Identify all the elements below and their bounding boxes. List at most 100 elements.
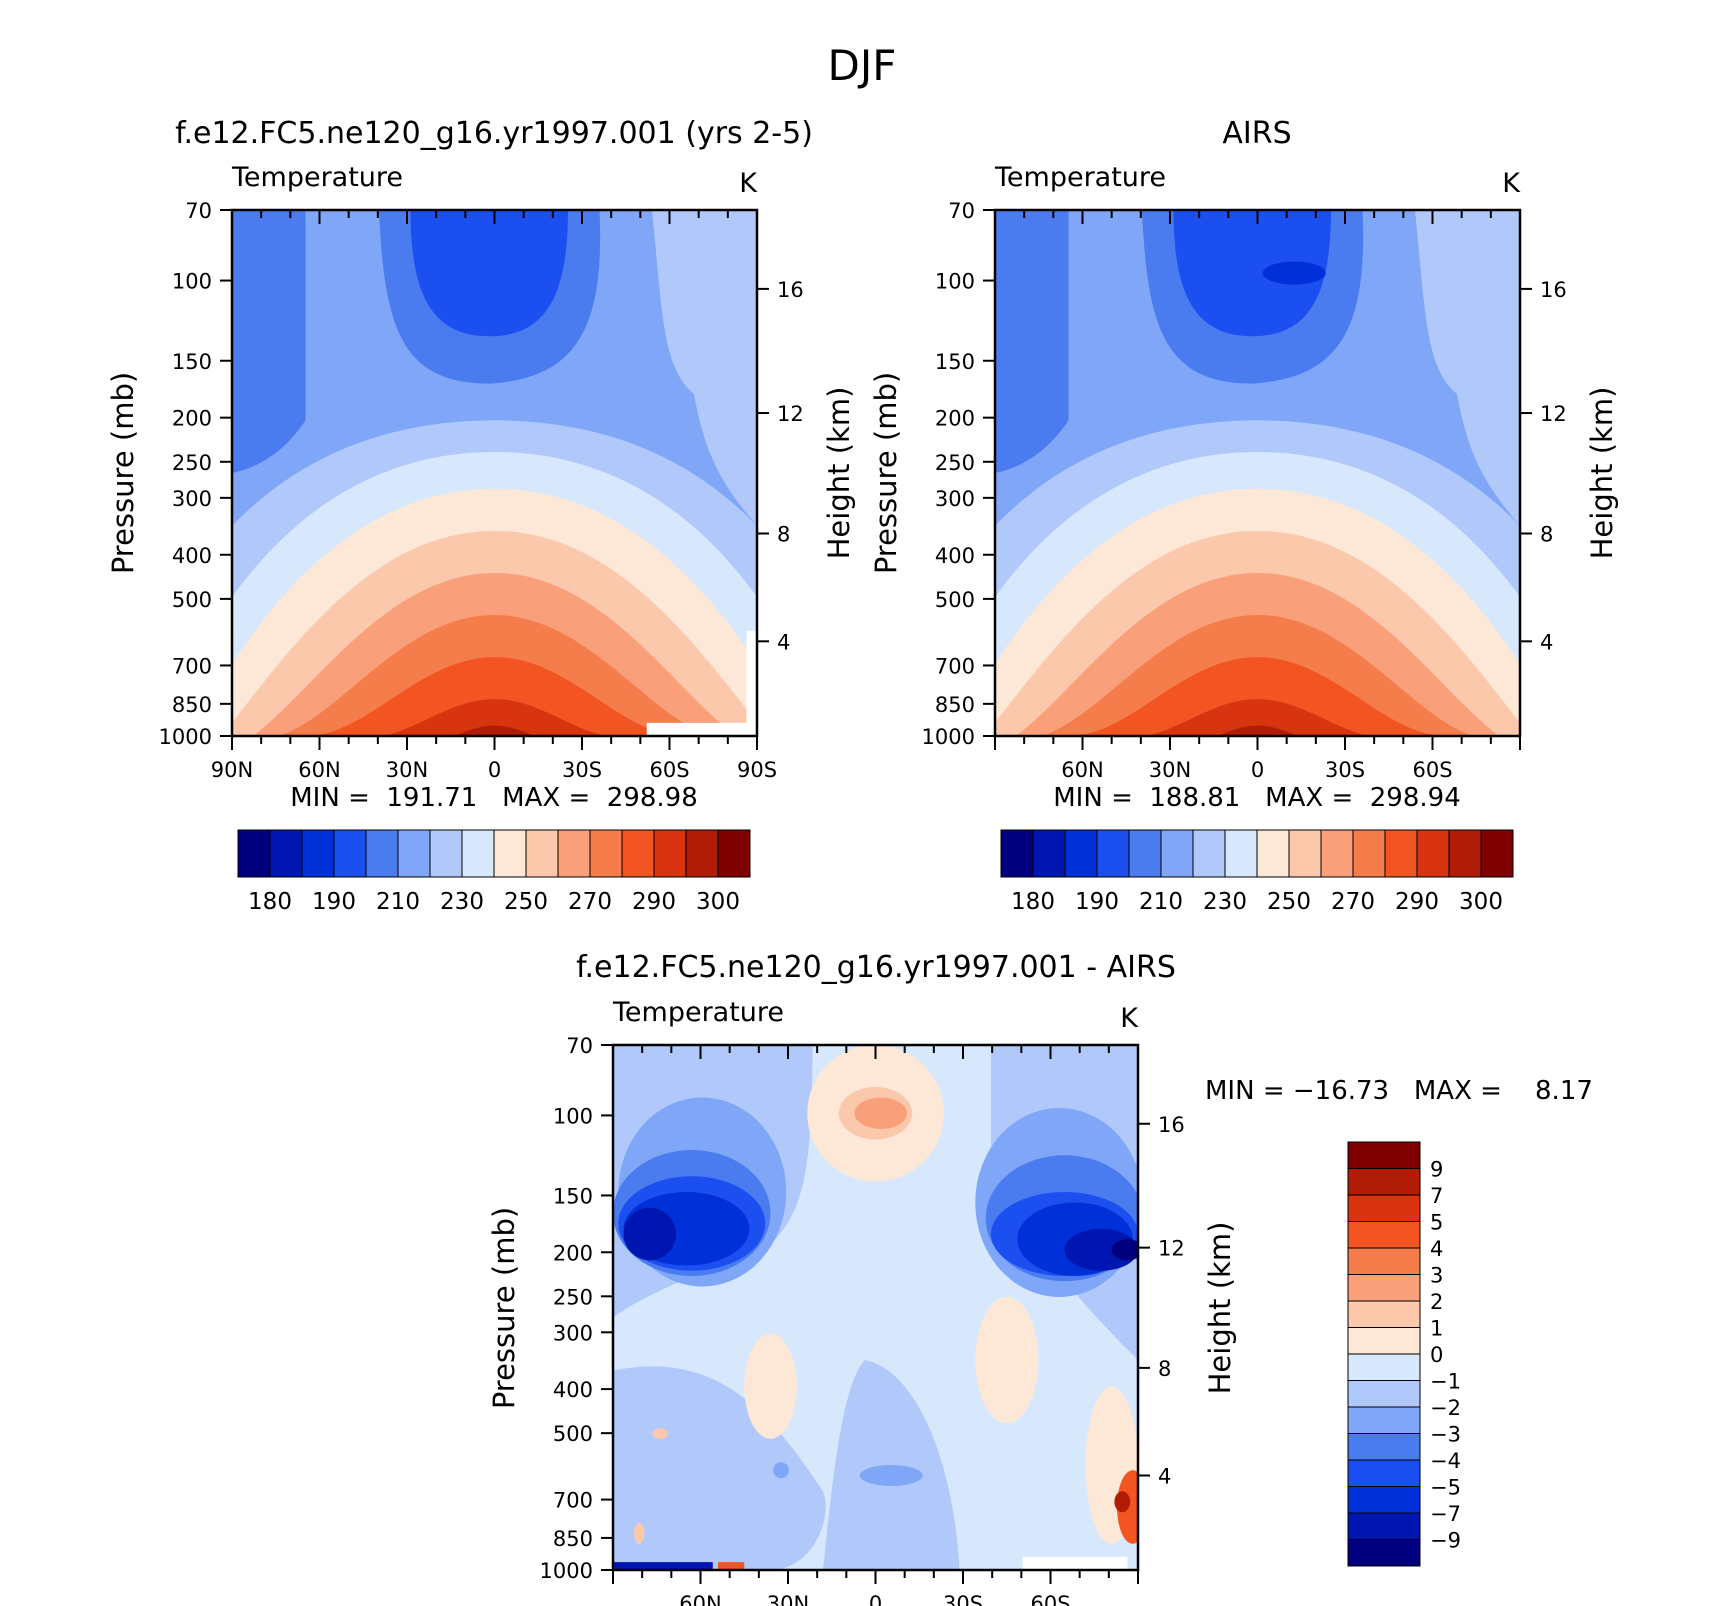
y-axis-title: Pressure (mb) — [487, 1207, 521, 1409]
y-tick-label: 200 — [172, 407, 212, 431]
colorbar-swatch — [1032, 829, 1066, 878]
plot-field — [232, 210, 757, 736]
x-tick-label: 60S — [649, 758, 689, 782]
contour-region — [652, 1428, 669, 1439]
min-max-stats: MIN = −16.73 MAX = 8.17 — [1205, 1076, 1593, 1106]
contour-region — [1111, 1239, 1138, 1261]
contour-region — [744, 1333, 797, 1439]
colorbar-label: 5 — [1430, 1211, 1443, 1235]
y2-axis: 4 8 12 16 — [1138, 1113, 1185, 1489]
colorbar-swatch — [1347, 1274, 1421, 1302]
y-tick-label: 700 — [553, 1489, 593, 1513]
colorbar-label: −2 — [1430, 1396, 1461, 1420]
colorbar-swatch — [1256, 829, 1290, 878]
colorbar-swatch — [397, 829, 431, 878]
contour-band — [613, 1366, 826, 1570]
colorbar: 180 190 210 230 250 270 290 300 — [237, 829, 751, 915]
colorbar-swatch — [237, 829, 271, 878]
x-axis: 60N 30N 0 30S 60S — [612, 1045, 1139, 1606]
colorbar-label: 180 — [1011, 889, 1055, 915]
x-tick-label: 30S — [562, 758, 602, 782]
y2-tick-label: 12 — [1158, 1237, 1185, 1261]
plot-field — [995, 210, 1520, 736]
x-tick-label: 30N — [767, 1592, 809, 1606]
colorbar-label: 9 — [1430, 1158, 1443, 1182]
y-axis-title: Pressure (mb) — [106, 372, 140, 574]
y2-axis-title: Height (km) — [1203, 1222, 1237, 1395]
missing-data — [646, 722, 752, 736]
colorbar-label: 4 — [1430, 1237, 1443, 1261]
x-tick-label: 30S — [943, 1592, 983, 1606]
contour-band — [1100, 699, 1415, 736]
colorbar-swatch — [1224, 829, 1258, 878]
y-tick-label: 400 — [553, 1378, 593, 1402]
colorbar-label: −9 — [1430, 1529, 1461, 1553]
y-tick-label: 500 — [553, 1422, 593, 1446]
colorbar-swatch — [1347, 1512, 1421, 1540]
colorbar-swatch — [1347, 1433, 1421, 1461]
colorbar-label: 230 — [440, 889, 484, 915]
contour-region — [1064, 1228, 1138, 1271]
contour-region — [975, 1297, 1039, 1423]
y2-tick-label: 8 — [1158, 1357, 1171, 1381]
colorbar-swatch — [301, 829, 335, 878]
variable-label: Temperature — [994, 162, 1166, 193]
x-axis: 90N 60N 30N 0 30S 60S 90S — [211, 210, 777, 782]
contour-region — [623, 1207, 676, 1261]
x-tick-label: 60N — [1061, 758, 1103, 782]
y-tick-label: 100 — [553, 1104, 593, 1128]
colorbar-swatch — [429, 829, 463, 878]
colorbar-label: 300 — [696, 889, 740, 915]
contour-band — [1415, 210, 1520, 526]
y2-axis: 4 8 12 16 — [757, 278, 804, 654]
colorbar-swatch — [653, 829, 687, 878]
y2-axis-title: Height (km) — [822, 387, 856, 560]
colorbar-label: 3 — [1430, 1264, 1443, 1288]
contour-region — [1114, 1491, 1131, 1513]
colorbar: 180 190 210 230 250 270 290 300 — [1000, 829, 1514, 915]
x-tick-label: 90S — [737, 758, 777, 782]
colorbar-swatch — [685, 829, 719, 878]
y2-tick-label: 4 — [777, 630, 790, 654]
y-tick-label: 150 — [172, 350, 212, 374]
x-tick-label: 0 — [869, 1592, 882, 1606]
y-tick-label: 500 — [935, 588, 975, 612]
colorbar-swatch — [589, 829, 623, 878]
units-label: K — [739, 168, 758, 199]
colorbar-label: 270 — [1331, 889, 1375, 915]
colorbar-label: 190 — [312, 889, 356, 915]
colorbar-swatch — [1320, 829, 1354, 878]
y-tick-label: 850 — [553, 1527, 593, 1551]
y2-tick-label: 4 — [1540, 630, 1553, 654]
y-axis: 70 100 150 200 250 300 400 500 700 850 1000 — [922, 199, 995, 749]
min-max-stats: MIN = 188.81 MAX = 298.94 — [1053, 783, 1460, 813]
colorbar-swatch — [1160, 829, 1194, 878]
contour-band — [1173, 210, 1331, 337]
colorbar-label: 250 — [1267, 889, 1311, 915]
plot-field — [613, 1045, 1138, 1570]
panel-title: f.e12.FC5.ne120_g16.yr1997.001 (yrs 2-5) — [175, 116, 813, 151]
contour-region — [634, 1522, 645, 1544]
colorbar-label: 300 — [1459, 889, 1503, 915]
colorbar-label: 210 — [1139, 889, 1183, 915]
cold-core — [1262, 261, 1326, 285]
colorbar-swatch — [1347, 1459, 1421, 1487]
y-tick-label: 500 — [172, 588, 212, 612]
contour-band — [232, 210, 306, 473]
variable-label: Temperature — [612, 997, 784, 1028]
x-tick-label: 60S — [1412, 758, 1452, 782]
colorbar-swatch — [1480, 829, 1514, 878]
colorbar-swatch — [1347, 1380, 1421, 1408]
colorbar-swatch — [1192, 829, 1226, 878]
y2-axis: 4 8 12 16 — [1520, 278, 1567, 654]
missing-data — [1022, 1556, 1128, 1570]
y-tick-label: 300 — [935, 487, 975, 511]
contour-band — [1068, 657, 1447, 736]
colorbar-swatch — [717, 829, 751, 878]
colorbar-swatch — [365, 829, 399, 878]
units-label: K — [1120, 1003, 1139, 1034]
y2-tick-label: 16 — [777, 278, 804, 302]
colorbar-swatch — [1347, 1141, 1421, 1169]
colorbar-label: 7 — [1430, 1184, 1443, 1208]
colorbar-swatch — [1347, 1168, 1421, 1196]
